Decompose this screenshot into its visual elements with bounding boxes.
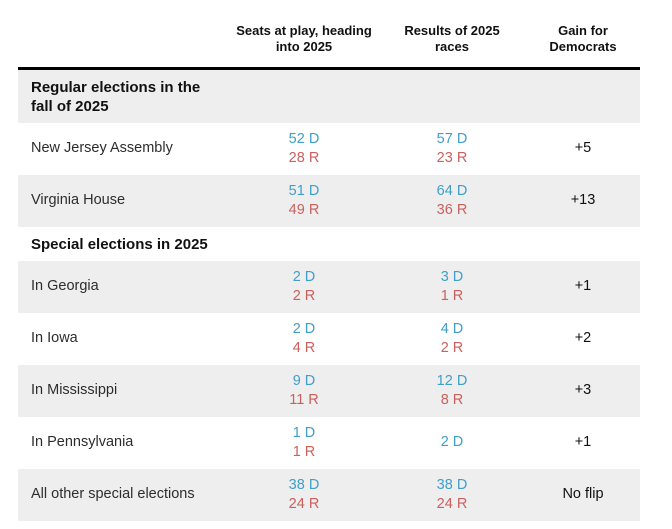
results-cell: 64 D 36 R — [378, 175, 526, 227]
column-header-line: races — [435, 38, 469, 54]
rep-results-value: 2 R — [440, 339, 464, 356]
gain-cell: +5 — [574, 140, 592, 156]
column-header-line: Results of 2025 — [404, 22, 500, 38]
rep-seats-value: 11 R — [289, 391, 319, 408]
empty-header-cell — [18, 0, 230, 70]
dem-results-value: 57 D — [436, 130, 468, 147]
table-row-in-mississippi: In Mississippi 9 D 11 R 12 D 8 R +3 — [18, 364, 640, 417]
table-row-new-jersey-assembly: New Jersey Assembly 52 D 28 R 57 D 23 R … — [18, 123, 640, 175]
section-row-special-elections: Special elections in 2025 — [18, 227, 640, 261]
dem-results-value: 38 D — [436, 476, 468, 493]
results-cell: 4 D 2 R — [378, 313, 526, 365]
seats-cell: 1 D 1 R — [230, 417, 378, 469]
table-row-all-other-special-elections: All other special elections 38 D 24 R 38… — [18, 468, 640, 521]
column-header-line: Seats at play, heading — [236, 22, 372, 38]
rep-seats-value: 24 R — [288, 495, 320, 512]
seats-cell: 2 D 2 R — [230, 261, 378, 313]
gain-cell: +1 — [574, 434, 592, 450]
dem-seats-value: 38 D — [288, 476, 320, 493]
election-results-table: Seats at play, heading into 2025 Results… — [18, 0, 640, 521]
column-header-line: Gain for — [558, 22, 608, 38]
rep-seats-value: 28 R — [288, 149, 320, 166]
column-header-seats: Seats at play, heading into 2025 — [230, 0, 378, 70]
column-header-line: Democrats — [549, 38, 617, 54]
gain-cell: +3 — [574, 382, 592, 398]
section-label-line: fall of 2025 — [31, 97, 109, 115]
rep-seats-value: 4 R — [292, 339, 316, 356]
gain-cell: +1 — [574, 278, 592, 294]
dem-seats-value: 2 D — [292, 268, 316, 285]
row-label: Virginia House — [31, 192, 126, 208]
results-cell: 2 D — [378, 417, 526, 469]
dem-results-value: 64 D — [436, 182, 468, 199]
seats-cell: 2 D 4 R — [230, 313, 378, 365]
section-row-regular-elections: Regular elections in the fall of 2025 — [18, 68, 640, 123]
dem-results-value: 4 D — [440, 320, 464, 337]
header-row: Seats at play, heading into 2025 Results… — [18, 0, 640, 70]
rep-results-value: 24 R — [436, 495, 468, 512]
table-row-in-pennsylvania: In Pennsylvania 1 D 1 R 2 D +1 — [18, 417, 640, 469]
rep-seats-value: 49 R — [288, 201, 320, 218]
rep-seats-value: 1 R — [292, 443, 316, 460]
column-header-line: into 2025 — [275, 38, 333, 54]
row-label: All other special elections — [31, 486, 195, 502]
section-label-line: Regular elections in the — [31, 78, 201, 96]
dem-seats-value: 9 D — [292, 372, 316, 389]
seats-cell: 9 D 11 R — [230, 365, 378, 417]
row-label: In Georgia — [31, 278, 99, 294]
rep-results-value: 8 R — [440, 391, 464, 408]
results-cell: 12 D 8 R — [378, 365, 526, 417]
section-label: Special elections in 2025 — [18, 227, 640, 261]
seats-cell: 51 D 49 R — [230, 175, 378, 227]
row-label: In Pennsylvania — [31, 434, 134, 450]
dem-seats-value: 1 D — [292, 424, 316, 441]
table-row-in-iowa: In Iowa 2 D 4 R 4 D 2 R +2 — [18, 313, 640, 365]
dem-seats-value: 51 D — [288, 182, 320, 199]
column-header-gain: Gain for Democrats — [526, 0, 640, 70]
gain-cell: No flip — [562, 486, 604, 502]
dem-seats-value: 52 D — [288, 130, 320, 147]
rep-seats-value: 2 R — [292, 287, 316, 304]
seats-cell: 38 D 24 R — [230, 469, 378, 521]
results-cell: 57 D 23 R — [378, 123, 526, 175]
dem-results-value: 3 D — [440, 268, 464, 285]
table-row-virginia-house: Virginia House 51 D 49 R 64 D 36 R +13 — [18, 174, 640, 227]
column-header-results: Results of 2025 races — [378, 0, 526, 70]
table-row-in-georgia: In Georgia 2 D 2 R 3 D 1 R +1 — [18, 260, 640, 313]
dem-results-value: 2 D — [440, 434, 464, 450]
results-cell: 38 D 24 R — [378, 469, 526, 521]
section-label: Regular elections in the fall of 2025 — [18, 68, 640, 123]
row-label: In Mississippi — [31, 382, 118, 398]
dem-results-value: 12 D — [436, 372, 468, 389]
gain-cell: +13 — [570, 192, 596, 208]
rep-results-value: 1 R — [440, 287, 464, 304]
rep-results-value: 23 R — [436, 149, 468, 166]
row-label: New Jersey Assembly — [31, 140, 173, 156]
section-label-line: Special elections in 2025 — [31, 235, 208, 253]
rep-results-value: 36 R — [436, 201, 468, 218]
row-label: In Iowa — [31, 330, 78, 346]
dem-seats-value: 2 D — [292, 320, 316, 337]
results-cell: 3 D 1 R — [378, 261, 526, 313]
gain-cell: +2 — [574, 330, 592, 346]
seats-cell: 52 D 28 R — [230, 123, 378, 175]
